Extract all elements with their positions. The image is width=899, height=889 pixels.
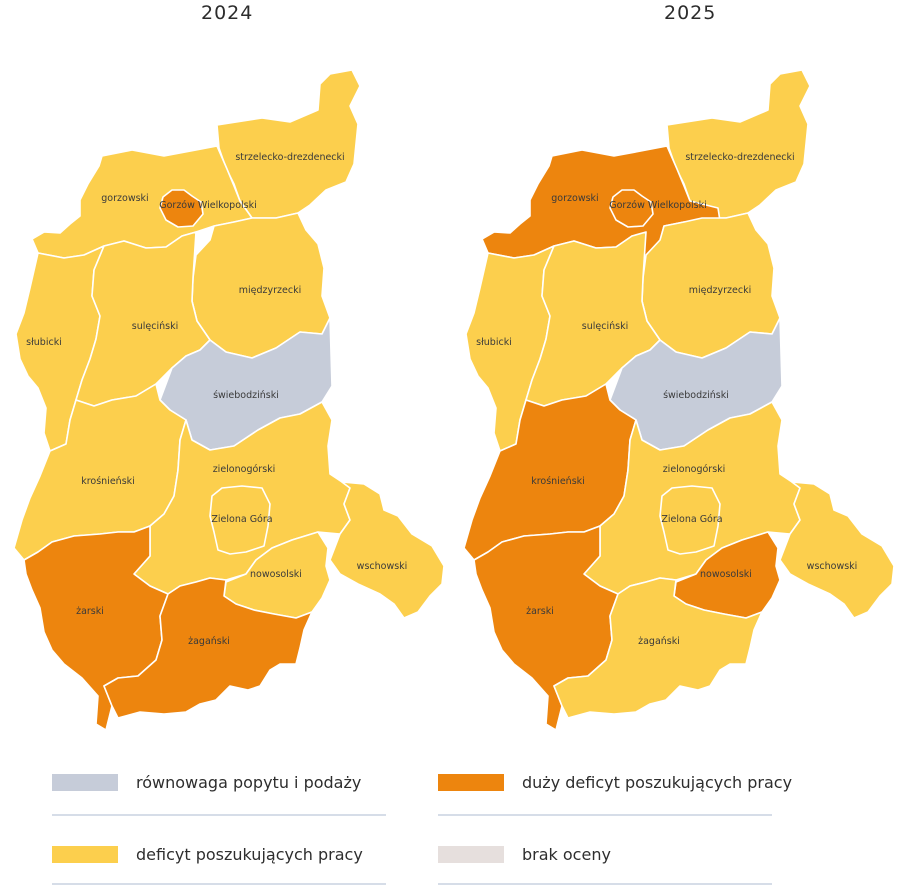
legend-item-deficyt: deficyt poszukujących pracy [52,845,363,864]
legend-label-deficyt: deficyt poszukujących pracy [136,845,363,864]
region-label-gorzow-2024: Gorzów Wielkopolski [159,200,257,211]
region-label-krosnienski-2024: krośnieński [81,476,135,487]
legend-swatch-deficyt [52,846,118,863]
legend-divider [438,814,772,816]
maps-svg: strzelecko-drezdenecki gorzowski międzyrze… [13,69,895,731]
region-label-wschowski-2024: wschowski [357,561,408,572]
year-title-2025: 2025 [664,2,717,24]
legend-item-brak: brak oceny [438,845,611,864]
legend-divider [52,883,386,885]
region-label-nowosolski-2025: nowosolski [700,569,752,580]
region-label-zielonagora-2024: Zielona Góra [211,514,272,525]
region-label-slubicki-2024: słubicki [26,337,62,348]
year-title-2024: 2024 [201,2,254,24]
region-label-zarski-2024: żarski [76,606,104,617]
region-label-gorzowski-2024: gorzowski [101,193,148,204]
legend-swatch-rownowaga [52,774,118,791]
region-label-zaganski-2024: żagański [188,636,230,647]
region-zaganski-2025 [553,577,763,719]
region-zaganski-2024 [103,577,313,719]
legend-divider [438,883,772,885]
region-label-swiebodzinski-2024: świebodziński [213,390,279,401]
legend-divider [52,814,386,816]
region-label-strzelecko-2024: strzelecko-drezdenecki [235,152,344,163]
region-zielonagora-2024 [209,485,271,555]
region-wschowski-2024 [329,481,445,619]
legend-label-brak: brak oceny [522,845,611,864]
region-label-slubicki-2025: słubicki [476,337,512,348]
region-label-zielonagora-2025: Zielona Góra [661,514,722,525]
region-label-zielonogorski-2025: zielonogórski [663,464,726,475]
map-2024: strzelecko-drezdenecki gorzowski międzyrze… [13,69,445,731]
region-label-sulecinski-2024: sulęciński [132,321,178,332]
map-2025: strzelecko-drezdenecki gorzowski międzyrze… [463,69,895,731]
region-label-wschowski-2025: wschowski [807,561,858,572]
region-label-zarski-2025: żarski [526,606,554,617]
region-label-zaganski-2025: żagański [638,636,680,647]
region-label-zielonogorski-2024: zielonogórski [213,464,276,475]
legend-item-duzy-deficyt: duży deficyt poszukujących pracy [438,773,792,792]
region-label-krosnienski-2025: krośnieński [531,476,585,487]
legend-swatch-brak [438,846,504,863]
region-label-swiebodzinski-2025: świebodziński [663,390,729,401]
region-label-miedzyrzecki-2024: międzyrzecki [239,285,301,296]
region-label-nowosolski-2024: nowosolski [250,569,302,580]
region-wschowski-2025 [779,481,895,619]
region-label-gorzow-2025: Gorzów Wielkopolski [609,200,707,211]
region-label-miedzyrzecki-2025: międzyrzecki [689,285,751,296]
legend-label-rownowaga: równowaga popytu i podaży [136,773,362,792]
region-label-sulecinski-2025: sulęciński [582,321,628,332]
legend-swatch-duzy-deficyt [438,774,504,791]
legend-item-rownowaga: równowaga popytu i podaży [52,773,361,792]
region-zielonagora-2025 [659,485,721,555]
region-label-gorzowski-2025: gorzowski [551,193,598,204]
region-gorzow-2025 [609,189,654,228]
region-gorzow-2024 [159,189,204,228]
region-label-strzelecko-2025: strzelecko-drezdenecki [685,152,794,163]
legend-label-duzy-deficyt: duży deficyt poszukujących pracy [522,773,793,792]
